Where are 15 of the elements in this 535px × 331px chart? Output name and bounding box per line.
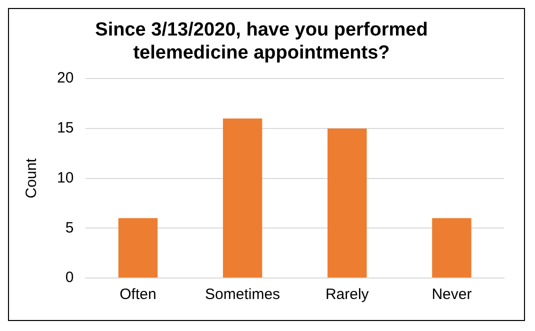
- y-axis-title: Count: [23, 157, 40, 198]
- bar: [432, 218, 472, 278]
- y-tick-label: 15: [56, 120, 74, 137]
- bar: [328, 128, 367, 278]
- bar: [118, 218, 158, 278]
- y-tick-label: 10: [56, 169, 74, 186]
- chart-title: Since 3/13/2020, have you performed telemedicine appointments?: [95, 20, 428, 64]
- y-tick-label: 20: [56, 70, 74, 87]
- y-tick-label: 0: [65, 269, 74, 286]
- x-tick-label: Often: [120, 286, 156, 304]
- x-tick-label: Sometimes: [205, 286, 280, 304]
- bar: [222, 118, 262, 278]
- x-tick-label: Rarely: [325, 286, 370, 304]
- x-tick-label: Never: [432, 286, 472, 304]
- y-tick-label: 5: [65, 219, 74, 236]
